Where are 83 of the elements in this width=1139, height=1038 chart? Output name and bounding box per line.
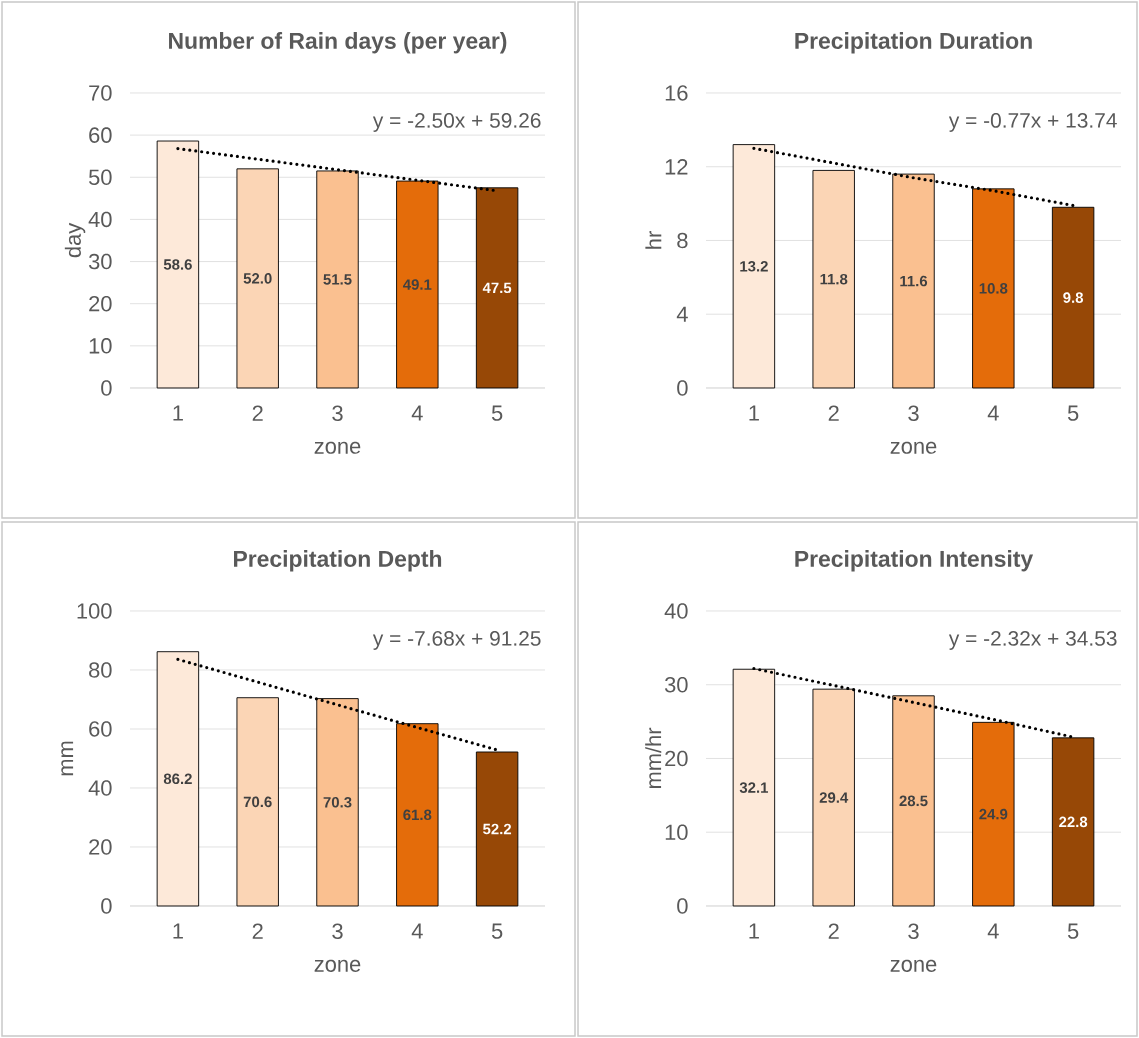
chart-title: Precipitation Duration [795,32,1032,54]
data-label: 51.5 [323,274,352,285]
data-label: 24.9 [979,808,1008,820]
x-tick-label: 3 [332,405,343,422]
chart-title: Number of Rain days (per year) [169,32,507,54]
y-tick-label: 40 [664,603,688,619]
x-tick-label: 2 [252,405,263,421]
bar [236,168,279,389]
y-tick-label: 70 [89,85,112,101]
bar [236,697,279,907]
data-label: 70.6 [243,796,272,808]
x-tick-label: 4 [411,923,423,939]
y-tick-label: 100 [77,603,112,619]
x-tick-label: 3 [332,923,343,940]
annotation: y = -7.68x + 91.25 [372,631,541,650]
y-tick-label: 50 [88,169,112,186]
chart-title: Precipitation Depth [234,550,442,572]
y-axis-title: mm/hr [645,727,662,789]
x-axis-title: zone [314,959,361,972]
data-label: 86.2 [163,773,192,785]
x-axis-title: zone [890,441,937,454]
y-tick-label: 30 [664,676,688,693]
bar [812,169,855,389]
x-tick-label: 3 [908,923,919,940]
y-tick-label: 10 [89,338,112,354]
x-axis-title: zone [890,959,937,972]
data-label: 13.2 [740,260,768,272]
data-label: 52.0 [243,273,272,284]
data-label: 11.8 [820,273,848,285]
data-label: 32.1 [739,782,769,793]
x-tick-label: 4 [987,405,999,421]
y-tick-label: 20 [89,839,112,855]
x-axis-title: zone [314,441,361,454]
y-tick-label: 8 [677,232,688,249]
data-label: 22.8 [1059,816,1088,828]
y-axis-title: hr [645,231,662,249]
annotation: y = -2.32x + 34.53 [948,631,1117,650]
x-tick-label: 2 [252,923,263,939]
y-tick-label: 60 [89,721,112,737]
x-tick-label: 4 [987,923,999,939]
y-tick-label: 0 [677,380,688,396]
x-tick-label: 3 [908,405,919,422]
y-tick-label: 30 [88,253,112,270]
data-label: 11.6 [900,275,928,287]
y-tick-label: 0 [677,898,688,914]
x-tick-label: 2 [828,405,839,421]
y-tick-label: 10 [665,824,688,840]
data-label: 70.3 [323,796,352,808]
y-tick-label: 40 [88,211,112,228]
y-tick-label: 20 [665,750,688,767]
data-label: 9.8 [1063,292,1084,303]
data-label: 28.5 [899,795,928,807]
x-tick-label: 1 [173,405,183,421]
x-tick-label: 5 [1067,923,1079,939]
x-tick-label: 1 [749,405,759,421]
y-axis-title: day [64,222,86,258]
x-tick-label: 4 [411,405,423,421]
data-label: 58.6 [163,259,192,270]
y-tick-label: 0 [101,380,112,396]
data-label: 10.8 [979,283,1008,294]
x-tick-label: 1 [173,923,183,939]
x-tick-label: 2 [828,923,839,939]
y-tick-label: 4 [676,306,688,322]
data-label: 52.2 [483,823,512,835]
data-label: 47.5 [482,282,512,294]
data-label: 49.1 [402,279,432,290]
y-tick-label: 0 [101,898,112,914]
y-tick-label: 20 [89,295,112,312]
annotation: y = -2.50x + 59.26 [372,113,541,132]
y-tick-label: 40 [88,780,112,796]
x-tick-label: 5 [1067,405,1079,421]
y-tick-label: 16 [665,85,688,101]
y-tick-label: 12 [665,159,688,175]
y-axis-title: mm [61,741,74,776]
y-tick-label: 80 [89,662,112,678]
data-label: 29.4 [819,792,849,803]
data-label: 61.8 [403,809,432,821]
x-tick-label: 5 [491,923,503,939]
y-tick-label: 60 [89,127,112,143]
annotation: y = -0.77x + 13.74 [948,113,1117,132]
x-tick-label: 5 [491,405,503,421]
x-tick-label: 1 [749,923,759,939]
chart-title: Precipitation Intensity [795,550,1034,572]
